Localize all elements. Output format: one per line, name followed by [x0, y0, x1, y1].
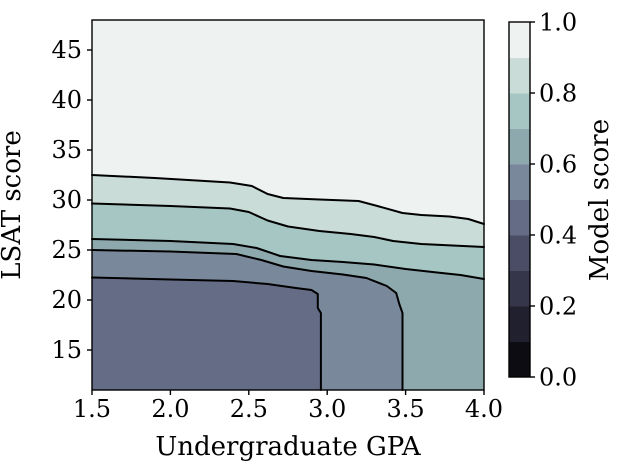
colorbar-tick-label: 0.4: [539, 222, 577, 250]
contour-bands: [92, 20, 484, 390]
colorbar-band: [509, 341, 530, 378]
x-tick-label: 3.5: [387, 395, 425, 423]
colorbar-tick-label: 0.6: [539, 151, 577, 179]
colorbar-band: [509, 306, 530, 342]
contour-line-0.6: [91, 249, 404, 391]
x-tick-label: 2.5: [230, 395, 268, 423]
colorbar-band: [509, 22, 530, 58]
colorbar-band: [509, 93, 530, 129]
colorbar-band: [509, 164, 530, 200]
colorbar: 0.0 0.2 0.4 0.6 0.8 1.0: [508, 9, 577, 392]
x-tick-label: 4.0: [465, 395, 503, 423]
x-tick-label: 1.5: [73, 395, 111, 423]
contour-line-0.7: [91, 238, 485, 280]
contour-line-0.5: [91, 276, 322, 391]
contour-line-0.9: [91, 174, 485, 225]
colorbar-label: Model score: [585, 119, 615, 281]
contour-line-0.8: [91, 202, 485, 248]
y-axis-label: LSAT score: [0, 130, 27, 279]
y-tick-label: 30: [51, 186, 82, 214]
colorbar-band: [509, 57, 530, 94]
colorbar-tick-label: 1.0: [539, 9, 577, 37]
x-axis-label: Undergraduate GPA: [155, 432, 422, 462]
y-tick-label: 45: [51, 36, 82, 64]
axes: 1.5 2.0 2.5 3.0 3.5 4.0 15 20 25 30 35 40 45: [51, 19, 503, 423]
colorbar-border: [508, 21, 531, 378]
contour-lines: [91, 174, 485, 391]
y-tick-label: 15: [51, 336, 82, 364]
colorbar-band: [509, 128, 530, 165]
colorbar-band: [509, 270, 530, 307]
y-tick-label: 25: [51, 236, 82, 264]
y-tick-label: 35: [51, 136, 82, 164]
colorbar-tick-label: 0.2: [539, 293, 577, 321]
colorbar-tick-label: 0.0: [539, 364, 577, 392]
x-tick-label: 2.0: [151, 395, 189, 423]
plot-border: [91, 19, 485, 391]
contour-band-below-0.5: [92, 277, 321, 390]
colorbar-band: [509, 235, 530, 271]
colorbar-tick-label: 0.8: [539, 80, 577, 108]
y-tick-label: 40: [51, 86, 82, 114]
colorbar-band: [509, 199, 530, 236]
y-tick-label: 20: [51, 286, 82, 314]
x-tick-label: 3.0: [308, 395, 346, 423]
